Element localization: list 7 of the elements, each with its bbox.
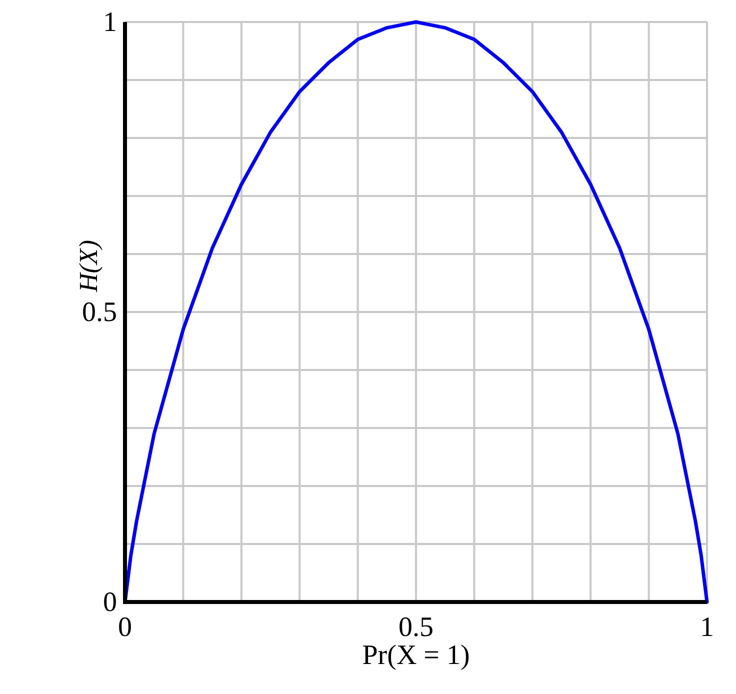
y-tick-label: 0.5 — [82, 297, 117, 328]
y-tick-label: 1 — [103, 7, 117, 38]
x-tick-label: 0.5 — [398, 612, 434, 643]
x-tick-label: 1 — [700, 612, 714, 643]
y-axis-title: H(X) — [74, 240, 103, 293]
x-axis-title: Pr(X = 1) — [362, 640, 470, 671]
y-tick-label: 0 — [103, 587, 117, 618]
